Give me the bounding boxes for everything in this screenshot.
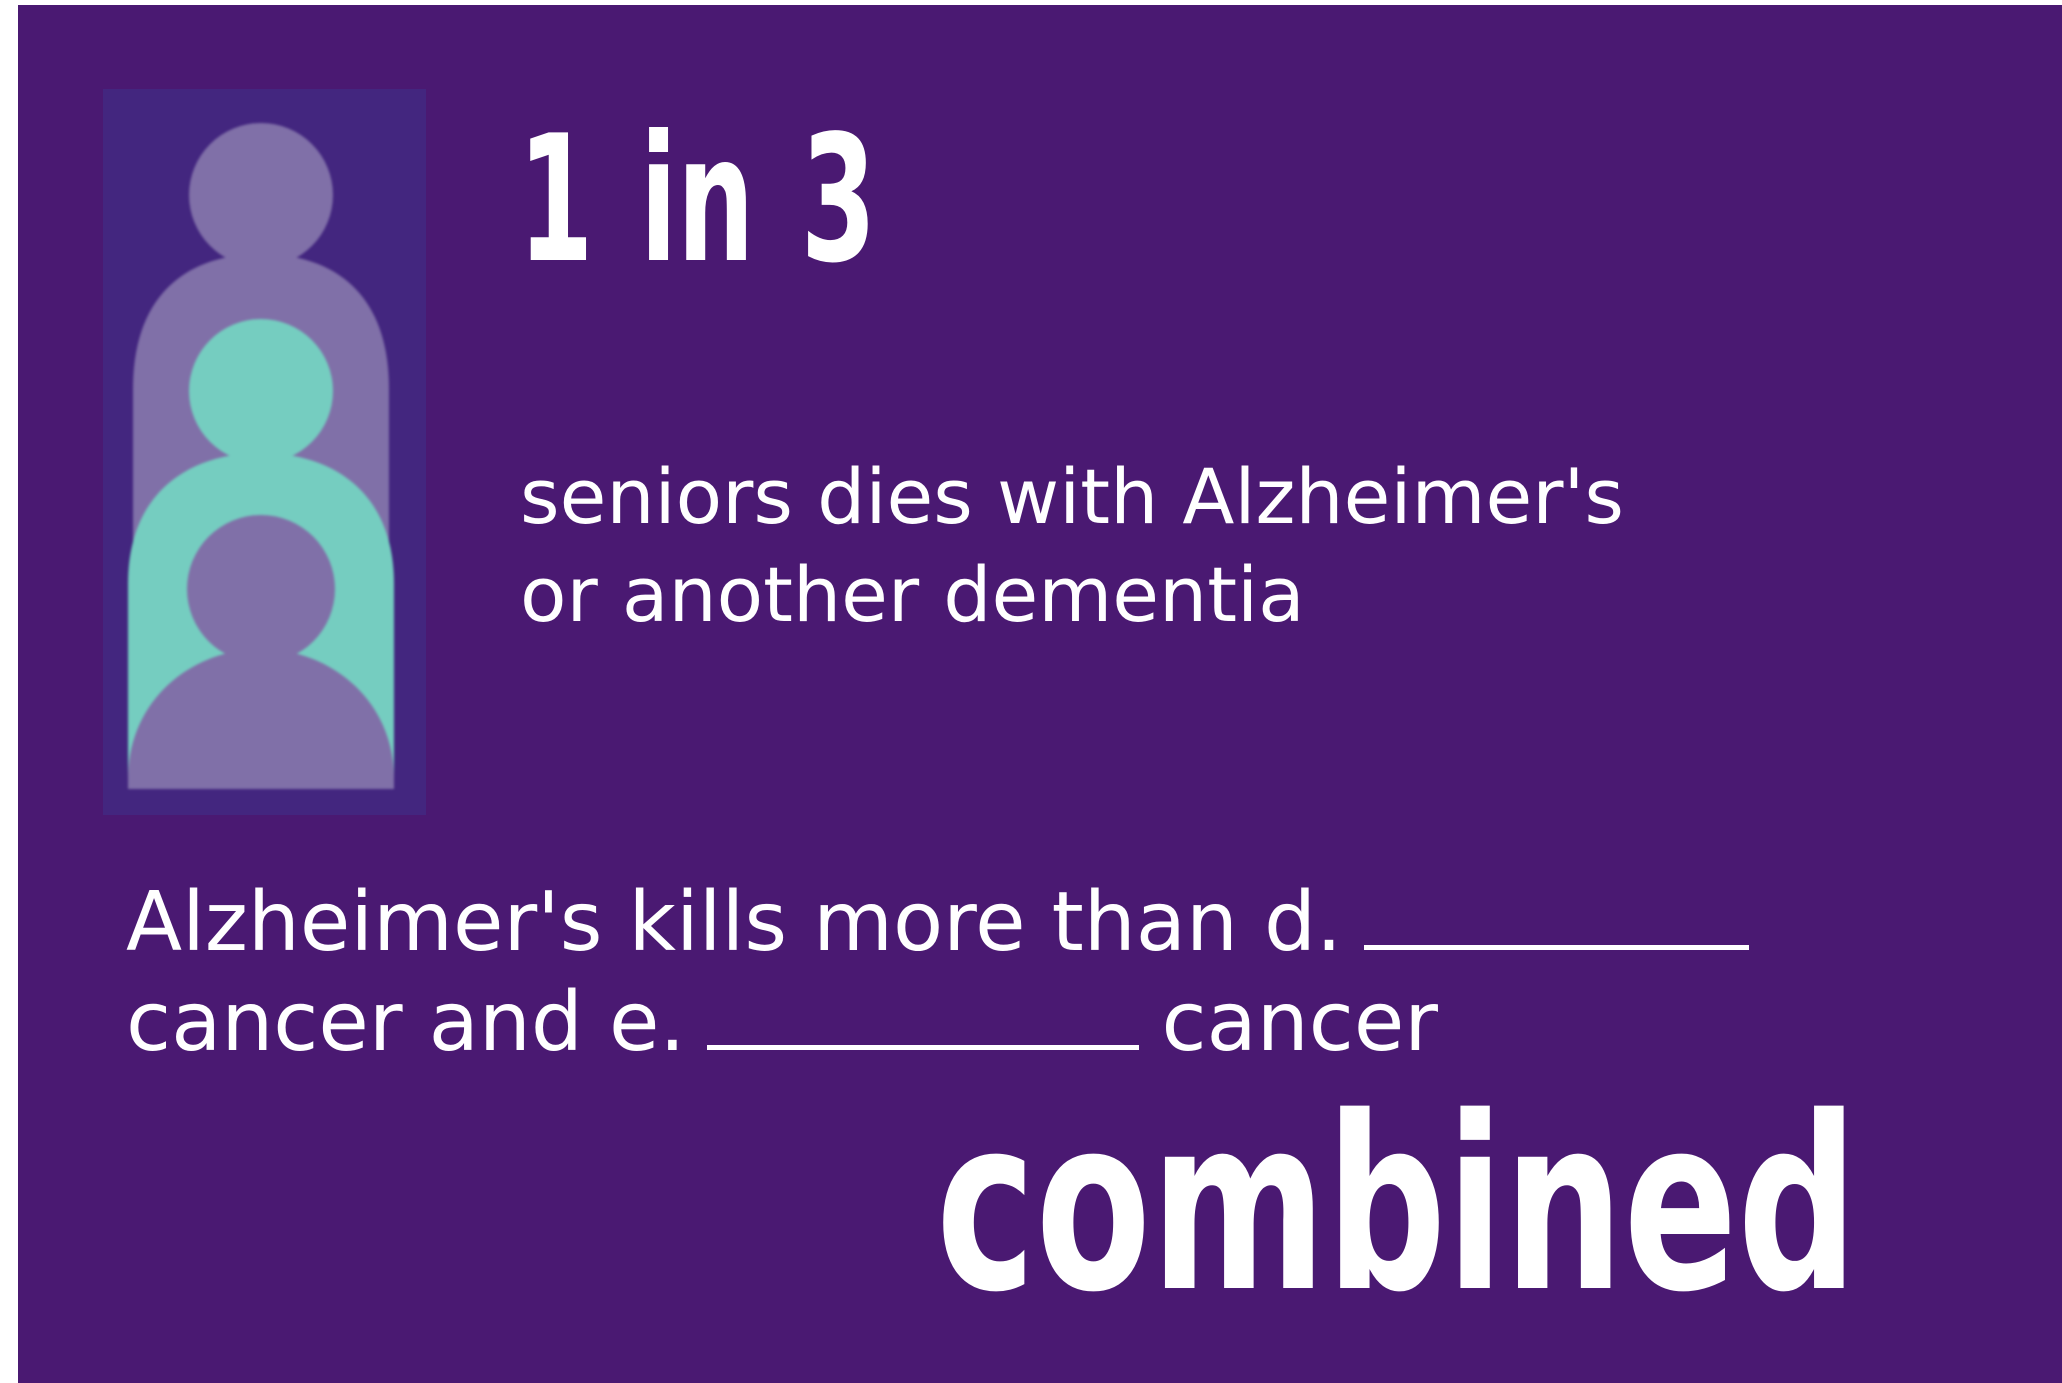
people-figure-box: [103, 89, 426, 815]
statement-line-1: Alzheimer's kills more than d.: [126, 873, 2026, 973]
stat-description-line1: seniors dies with Alzheimer's: [520, 452, 1624, 541]
stat-description: seniors dies with Alzheimer's or another…: [520, 448, 2020, 644]
three-people-icon: [128, 123, 394, 789]
statement-line-2: cancer and e. cancer: [126, 973, 2026, 1073]
infographic-card: 1 in 3 seniors dies with Alzheimer's or …: [18, 5, 2062, 1383]
blank-e-fill-in[interactable]: [707, 983, 1140, 1050]
stat-description-line2: or another dementia: [520, 550, 1305, 639]
comparison-statement: Alzheimer's kills more than d. cancer an…: [126, 873, 2026, 1073]
person-figure-bottom: [128, 515, 394, 789]
statement-text-cancer: cancer: [1161, 975, 1439, 1070]
combined-emphasis: combined: [936, 1065, 1858, 1345]
headline-stat: 1 in 3: [518, 99, 877, 302]
statement-text-e: cancer and e.: [126, 975, 686, 1070]
statement-text-d: Alzheimer's kills more than d.: [126, 875, 1343, 970]
blank-d-fill-in[interactable]: [1364, 883, 1750, 950]
